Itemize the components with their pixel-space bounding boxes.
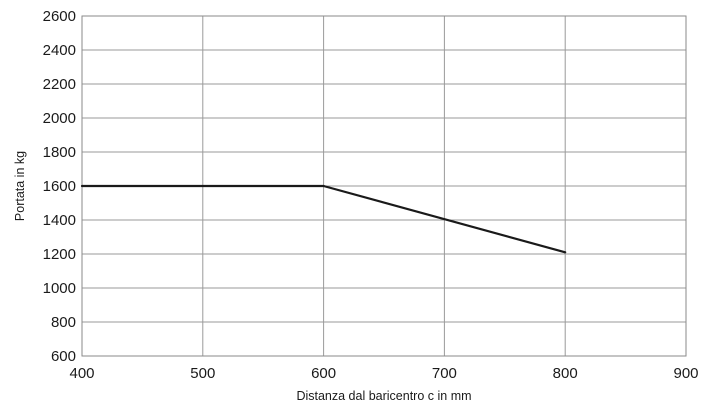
x-tick-label: 600 <box>311 365 336 382</box>
y-tick-label: 800 <box>51 314 76 331</box>
y-tick-label: 1600 <box>43 178 76 195</box>
y-tick-label: 1800 <box>43 144 76 161</box>
x-tick-label: 400 <box>69 365 94 382</box>
x-tick-label: 900 <box>673 365 698 382</box>
y-axis-label: Portata in kg <box>13 151 27 221</box>
data-point <box>322 184 325 188</box>
y-tick-label: 2600 <box>43 8 76 25</box>
y-tick-label: 1400 <box>43 212 76 229</box>
y-tick-label: 1000 <box>43 280 76 297</box>
y-tick-label: 2200 <box>43 76 76 93</box>
x-tick-label: 800 <box>553 365 578 382</box>
x-tick-label: 500 <box>190 365 215 382</box>
y-tick-label: 2400 <box>43 42 76 59</box>
y-tick-label: 1200 <box>43 246 76 263</box>
y-tick-labels: 600 800 1000 1200 1400 1600 1800 2000 2200 2400 26… <box>43 8 76 365</box>
data-point <box>564 251 567 254</box>
y-tick-label: 600 <box>51 348 76 365</box>
data-point <box>80 184 84 188</box>
x-axis-label: Distanza dal baricentro c in mm <box>296 389 471 403</box>
y-tick-label: 2000 <box>43 110 76 127</box>
x-tick-label: 700 <box>432 365 457 382</box>
x-tick-labels: 400 500 600 700 800 900 <box>69 365 698 382</box>
series-layer <box>80 184 567 254</box>
